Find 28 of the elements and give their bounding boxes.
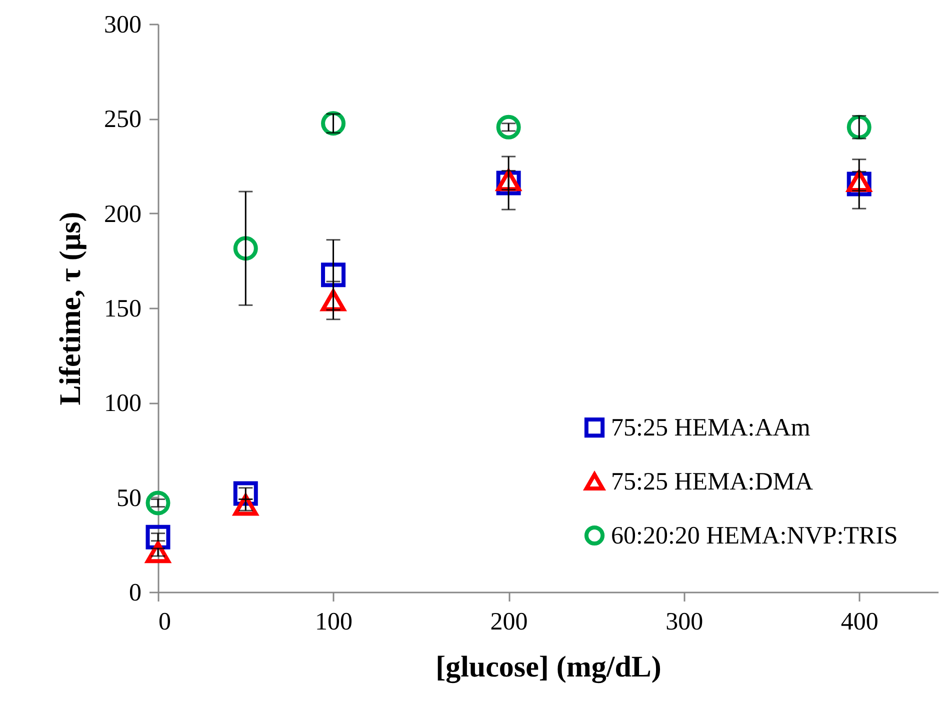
- point: [321, 262, 346, 288]
- y-tick-label: 0: [129, 580, 142, 606]
- x-tick-label: 400: [840, 608, 878, 636]
- legend-label: 75:25 HEMA:DMA: [611, 468, 814, 496]
- x-tick-label: 300: [666, 608, 704, 636]
- point: [321, 111, 346, 136]
- point: [233, 494, 258, 516]
- legend-label: 60:20:20 HEMA:NVP:TRIS: [611, 522, 898, 550]
- legend-label: 75:25 HEMA:AAm: [611, 414, 811, 442]
- y-tick-label: 100: [104, 390, 142, 418]
- y-tick-label: 250: [104, 106, 142, 134]
- x-tick-label: 200: [490, 608, 528, 636]
- y-axis-title: Lifetime, τ (µs): [54, 212, 87, 406]
- point: [496, 114, 521, 140]
- y-tick-label: 150: [104, 296, 142, 322]
- point: [146, 541, 170, 564]
- point: [233, 236, 258, 261]
- point: [846, 170, 872, 192]
- y-tick-label: 200: [104, 200, 142, 228]
- point: [321, 290, 346, 312]
- point: [146, 490, 170, 516]
- x-tick-label: 100: [315, 608, 353, 636]
- x-axis-title: [glucose] (mg/dL): [436, 650, 662, 684]
- y-tick-label: 50: [116, 484, 142, 512]
- x-tick-label: 0: [158, 608, 171, 636]
- point: [496, 169, 521, 192]
- y-tick-label: 300: [104, 12, 142, 38]
- point: [846, 114, 872, 140]
